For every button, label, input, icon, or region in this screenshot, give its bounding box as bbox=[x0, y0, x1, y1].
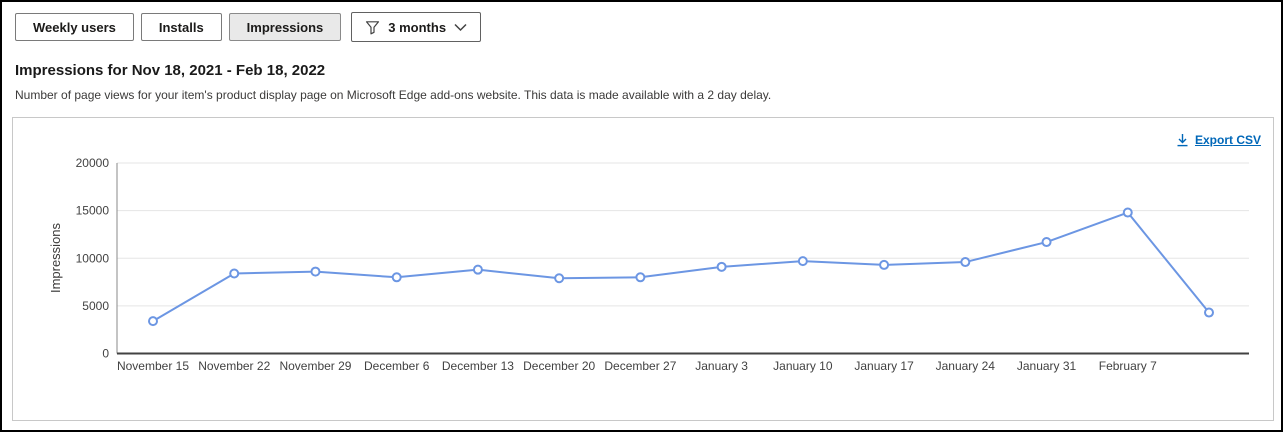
impressions-button[interactable]: Impressions bbox=[228, 13, 342, 41]
svg-text:January 17: January 17 bbox=[854, 359, 914, 373]
svg-text:December 20: December 20 bbox=[523, 359, 595, 373]
download-icon bbox=[1176, 133, 1189, 147]
chart-card: Export CSV 0 5000 10000 15000 20000 November … bbox=[12, 117, 1274, 421]
svg-text:20000: 20000 bbox=[76, 156, 110, 170]
chevron-down-icon bbox=[454, 23, 467, 32]
svg-text:January 31: January 31 bbox=[1017, 359, 1077, 373]
svg-text:January 3: January 3 bbox=[695, 359, 748, 373]
page-description: Number of page views for your item's pro… bbox=[15, 88, 772, 102]
svg-text:15000: 15000 bbox=[76, 204, 110, 218]
svg-text:December 6: December 6 bbox=[364, 359, 430, 373]
svg-text:February 7: February 7 bbox=[1099, 359, 1157, 373]
svg-text:December 27: December 27 bbox=[604, 359, 676, 373]
impressions-line-chart: 0 5000 10000 15000 20000 November 15 November … bbox=[48, 156, 1249, 373]
installs-button[interactable]: Installs bbox=[140, 13, 222, 41]
svg-text:5000: 5000 bbox=[82, 299, 109, 313]
export-csv-label: Export CSV bbox=[1194, 133, 1261, 147]
page-title: Impressions for Nov 18, 2021 - Feb 18, 2… bbox=[15, 62, 326, 79]
svg-text:November 15: November 15 bbox=[117, 359, 189, 373]
svg-text:10000: 10000 bbox=[76, 251, 110, 265]
filter-icon bbox=[365, 20, 380, 35]
time-range-dropdown[interactable]: 3 months bbox=[351, 12, 482, 42]
export-csv-link[interactable]: Export CSV bbox=[1176, 133, 1261, 147]
svg-text:0: 0 bbox=[102, 347, 109, 361]
time-range-value: 3 months bbox=[388, 19, 447, 35]
svg-text:November 29: November 29 bbox=[279, 359, 351, 373]
metrics-toolbar: Weekly users Installs Impressions 3 mont… bbox=[15, 12, 482, 42]
svg-text:January 24: January 24 bbox=[936, 359, 996, 373]
svg-text:January 10: January 10 bbox=[773, 359, 833, 373]
svg-text:Impressions: Impressions bbox=[48, 222, 63, 293]
weekly-users-button[interactable]: Weekly users bbox=[15, 13, 134, 41]
svg-text:December 13: December 13 bbox=[442, 359, 514, 373]
svg-text:November 22: November 22 bbox=[198, 359, 270, 373]
